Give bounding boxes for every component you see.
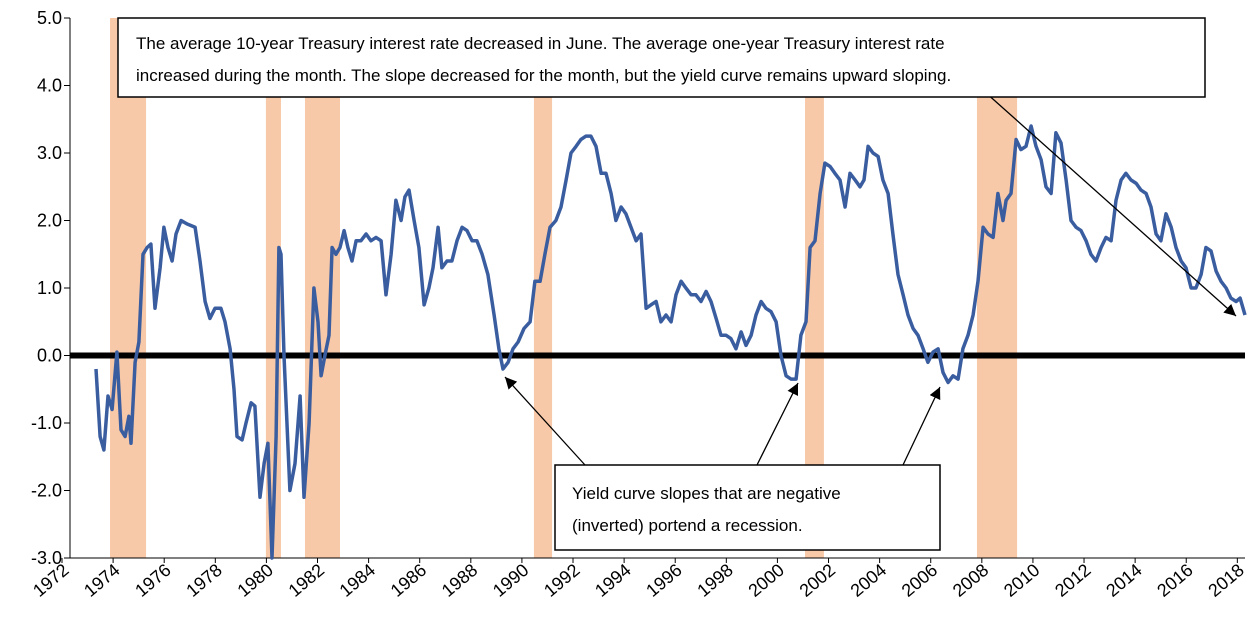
arrow [756, 382, 799, 466]
annotation-text: Yield curve slopes that are negative [572, 484, 841, 503]
x-tick-label: 2004 [847, 560, 891, 601]
arrow [504, 376, 586, 466]
recession-band [976, 18, 1018, 558]
annotation-box [554, 464, 941, 551]
x-tick-label: 2002 [796, 560, 840, 601]
x-tick-label: 1980 [233, 560, 277, 601]
x-tick-label: 2014 [1102, 560, 1146, 601]
x-tick-label: 1994 [591, 560, 635, 601]
y-tick-label: 0.0 [37, 346, 62, 366]
y-tick-label: 1.0 [37, 278, 62, 298]
x-tick-label: 1996 [642, 560, 686, 601]
recession-band [805, 18, 824, 558]
x-tick-label: 1984 [336, 560, 380, 601]
x-tick-label: 1982 [285, 560, 329, 601]
recession-band [304, 18, 340, 558]
x-tick-label: 2018 [1204, 560, 1248, 601]
annotation-text: increased during the month. The slope de… [136, 66, 951, 85]
x-tick-label: 1990 [489, 560, 533, 601]
y-tick-label: 3.0 [37, 143, 62, 163]
x-tick-label: 2010 [1000, 560, 1044, 601]
x-tick-label: 1988 [438, 560, 482, 601]
x-tick-label: 2012 [1051, 560, 1095, 601]
x-tick-label: 1976 [131, 560, 175, 601]
arrow [902, 386, 941, 466]
y-tick-label: -1.0 [31, 413, 62, 433]
y-tick-label: 4.0 [37, 76, 62, 96]
recession-band [533, 18, 553, 558]
x-tick-label: 2008 [949, 560, 993, 601]
annotation-text: (inverted) portend a recession. [572, 516, 803, 535]
y-tick-label: 2.0 [37, 211, 62, 231]
series-line [94, 124, 1247, 560]
x-tick-label: 1998 [693, 560, 737, 601]
x-tick-label: 1986 [387, 560, 431, 601]
y-tick-label: 5.0 [37, 8, 62, 28]
y-tick-label: -2.0 [31, 481, 62, 501]
x-tick-label: 2016 [1153, 560, 1197, 601]
x-tick-label: 1978 [182, 560, 226, 601]
x-tick-label: 2006 [898, 560, 942, 601]
annotation-box [117, 17, 1206, 98]
annotation-text: The average 10-year Treasury interest ra… [136, 34, 945, 53]
x-tick-label: 2000 [744, 560, 788, 601]
y-tick-label: -3.0 [31, 548, 62, 568]
arrow [984, 91, 1237, 317]
x-tick-label: 1974 [80, 560, 124, 601]
x-tick-label: 1992 [540, 560, 584, 601]
